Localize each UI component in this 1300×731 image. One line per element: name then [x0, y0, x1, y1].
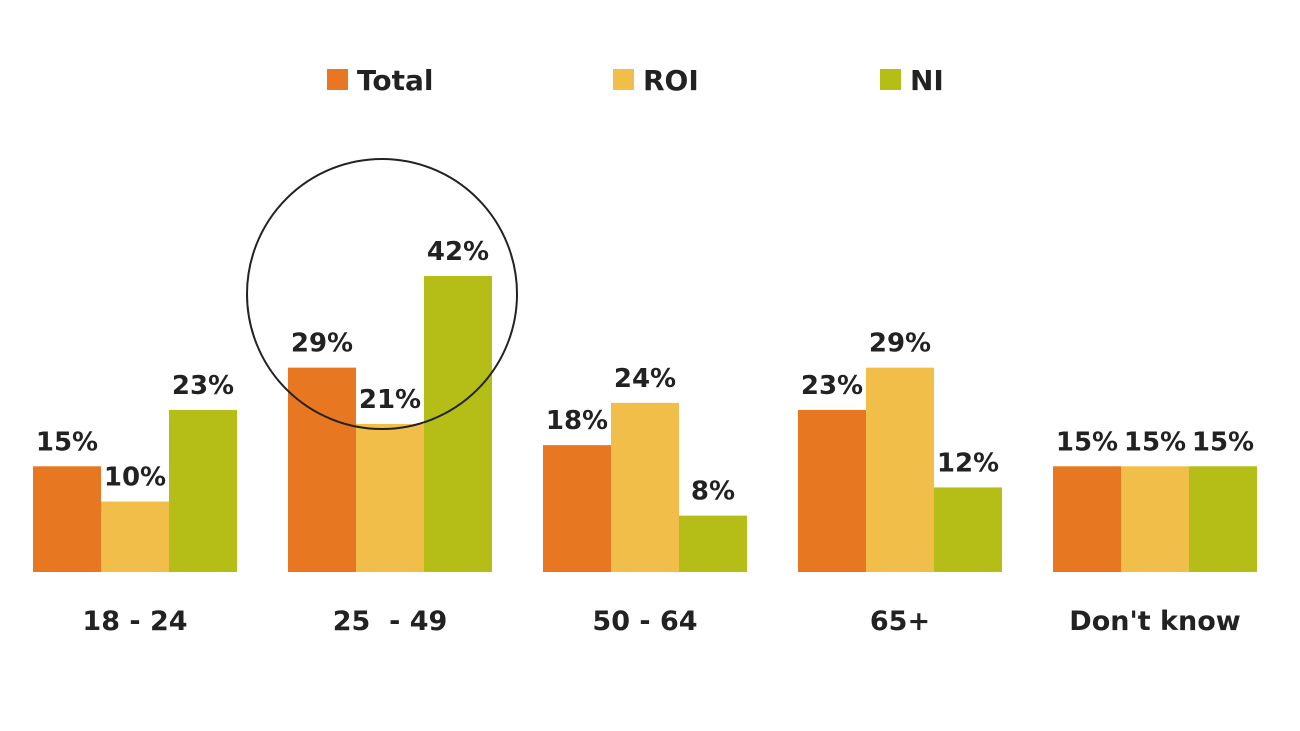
bar-roi-18-24 — [101, 501, 169, 572]
bar-total-18-24 — [33, 466, 101, 572]
bar-ni-18-24 — [169, 409, 237, 572]
legend-label-total: Total — [357, 64, 434, 97]
category-label-don-t-know: Don't know — [1069, 606, 1240, 637]
legend-swatch-ni — [880, 69, 901, 90]
legend-swatch-total — [327, 69, 348, 90]
bar-ni-65 — [934, 487, 1002, 572]
value-label-total-25-49: 29% — [291, 329, 353, 359]
value-label-roi-50-64: 24% — [614, 364, 676, 394]
bars — [33, 276, 1257, 572]
value-label-ni-65: 12% — [937, 448, 999, 478]
bar-ni-50-64 — [679, 515, 747, 572]
bar-total-65 — [798, 409, 866, 572]
category-labels: 18 - 24 25 - 49 50 - 64 65+ Don't know — [82, 606, 1240, 637]
value-label-total-65: 23% — [801, 371, 863, 401]
value-label-ni-25-49: 42% — [427, 237, 489, 267]
bar-roi-25-49 — [356, 424, 424, 572]
category-label-65: 65+ — [870, 606, 930, 637]
category-label-18-24: 18 - 24 — [82, 606, 187, 637]
value-label-total-50-64: 18% — [546, 406, 608, 436]
category-label-50-64: 50 - 64 — [592, 606, 697, 637]
legend-label-ni: NI — [910, 64, 944, 97]
bar-roi-65 — [866, 367, 934, 572]
highlight-circle-annotation — [246, 158, 518, 430]
category-label-25-49: 25 - 49 — [333, 606, 448, 637]
legend-item-roi: ROI — [613, 64, 699, 97]
value-label-total-18-24: 15% — [36, 427, 98, 457]
bar-total-50-64 — [543, 445, 611, 572]
bar-ni-25-49 — [424, 276, 492, 572]
bar-ni-don-t-know — [1189, 466, 1257, 572]
value-label-roi-18-24: 10% — [104, 463, 166, 493]
legend: Total ROI NI — [327, 64, 944, 97]
bar-roi-50-64 — [611, 402, 679, 572]
value-label-ni-don-t-know: 15% — [1192, 427, 1254, 457]
value-label-roi-65: 29% — [869, 329, 931, 359]
bar-total-don-t-know — [1053, 466, 1121, 572]
legend-label-roi: ROI — [643, 64, 699, 97]
bar-roi-don-t-know — [1121, 466, 1189, 572]
legend-item-total: Total — [327, 64, 434, 97]
value-label-total-don-t-know: 15% — [1056, 427, 1118, 457]
value-label-ni-18-24: 23% — [172, 371, 234, 401]
value-labels: 15%10%23%29%21%42%18%24%8%23%29%12%15% 15… — [36, 237, 1254, 507]
value-label-roi-don-t-know: 15% — [1124, 427, 1186, 457]
value-label-ni-50-64: 8% — [691, 477, 735, 507]
bar-total-25-49 — [288, 367, 356, 572]
legend-item-ni: NI — [880, 64, 944, 97]
legend-swatch-roi — [613, 69, 634, 90]
value-label-roi-25-49: 21% — [359, 385, 421, 415]
